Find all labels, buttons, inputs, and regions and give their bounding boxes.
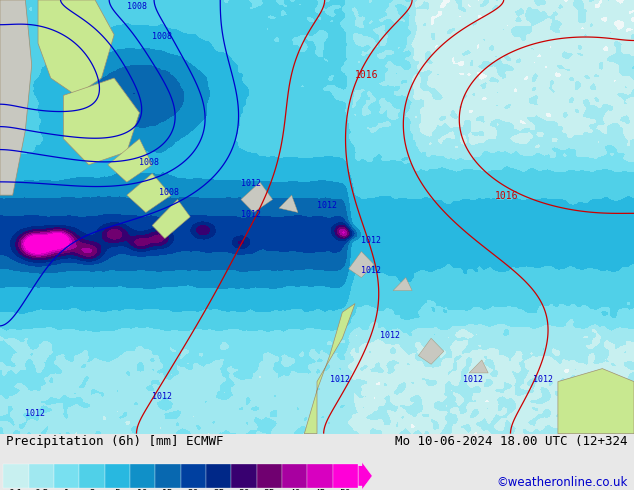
Polygon shape (279, 195, 298, 213)
Text: 1016: 1016 (495, 192, 518, 201)
Text: ©weatheronline.co.uk: ©weatheronline.co.uk (496, 476, 628, 489)
Bar (307, 464, 333, 488)
Polygon shape (349, 251, 374, 277)
Bar (333, 464, 358, 488)
Text: Precipitation (6h) [mm] ECMWF: Precipitation (6h) [mm] ECMWF (6, 435, 224, 448)
Polygon shape (108, 139, 152, 182)
Bar (206, 464, 231, 488)
Polygon shape (469, 360, 488, 373)
Text: 1012: 1012 (317, 201, 337, 210)
Text: Mo 10-06-2024 18.00 UTC (12+324: Mo 10-06-2024 18.00 UTC (12+324 (395, 435, 628, 448)
Bar (79, 464, 105, 488)
Bar (29, 464, 54, 488)
Text: 1008: 1008 (139, 158, 160, 167)
Text: 1016: 1016 (355, 70, 378, 80)
Text: 1012: 1012 (463, 375, 483, 384)
Bar (105, 464, 130, 488)
Bar (54, 464, 79, 488)
Polygon shape (558, 368, 634, 434)
Polygon shape (152, 199, 190, 239)
Text: 1012: 1012 (152, 392, 172, 401)
Bar (231, 464, 257, 488)
Bar (257, 464, 282, 488)
Text: 1012: 1012 (533, 375, 553, 384)
Polygon shape (0, 0, 32, 195)
Bar (282, 464, 307, 488)
Text: 1012: 1012 (361, 236, 382, 245)
Text: 1012: 1012 (241, 179, 261, 189)
Text: 1012: 1012 (361, 266, 382, 275)
Polygon shape (63, 78, 139, 165)
Text: 1012: 1012 (330, 375, 350, 384)
Bar (181, 464, 206, 488)
Polygon shape (127, 173, 171, 213)
Text: 1012: 1012 (241, 210, 261, 219)
Polygon shape (418, 338, 444, 364)
Bar (130, 464, 155, 488)
Polygon shape (393, 277, 412, 291)
FancyArrow shape (358, 462, 372, 490)
Text: 1008: 1008 (127, 1, 147, 11)
Polygon shape (304, 304, 355, 434)
Text: 1008: 1008 (152, 32, 172, 41)
Bar (3, 464, 29, 488)
Bar (155, 464, 181, 488)
Text: 1012: 1012 (380, 331, 401, 340)
Text: 1012: 1012 (25, 409, 46, 418)
Polygon shape (38, 0, 114, 96)
Polygon shape (241, 182, 273, 213)
Text: 1008: 1008 (158, 188, 179, 197)
